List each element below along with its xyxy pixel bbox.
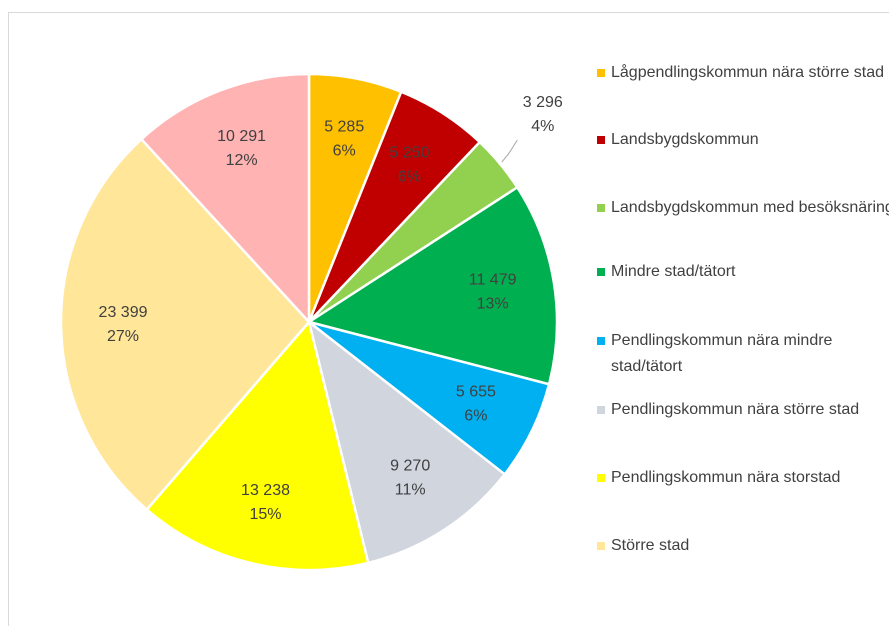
legend-label: Pendlingskommun nära storstad	[611, 469, 841, 486]
legend-swatch	[597, 204, 605, 212]
legend-swatch	[597, 268, 605, 276]
legend-entry: Landsbygdskommun med besöksnäring	[597, 195, 889, 221]
data-label: 5 655	[456, 383, 496, 400]
percent-label: 6%	[464, 407, 487, 424]
legend-entry: Större stad	[597, 533, 889, 559]
legend-swatch	[597, 337, 605, 345]
legend-label: Mindre stad/tätort	[611, 263, 736, 280]
percent-label: 13%	[477, 296, 509, 313]
legend-label: Landsbygdskommun	[611, 131, 759, 148]
legend-label: Lågpendlingskommun nära större stad	[611, 64, 885, 81]
legend-swatch	[597, 474, 605, 482]
data-label: 10 291	[217, 128, 266, 145]
pie-slice	[305, 185, 559, 386]
legend-label: Pendlingskommun nära mindre stad/tätort	[611, 332, 833, 375]
data-label: 5 250	[389, 145, 429, 162]
data-label: 23 399	[99, 304, 148, 321]
data-label: 11 479	[469, 272, 517, 289]
legend-entry: Lågpendlingskommun nära större stad	[597, 60, 889, 86]
data-label: 5 285	[324, 119, 364, 136]
percent-label: 6%	[398, 169, 421, 186]
percent-label: 12%	[226, 152, 258, 169]
legend-label: Större stad	[611, 537, 690, 554]
data-label: 13 238	[241, 482, 290, 499]
data-label: 9 270	[390, 457, 430, 474]
legend-label: Landsbygdskommun med besöksnäring	[611, 199, 889, 216]
frame	[8, 12, 889, 626]
legend-entry: Mindre stad/tätort	[597, 259, 889, 285]
legend-swatch	[597, 406, 605, 414]
percent-label: 4%	[531, 118, 554, 135]
percent-label: 15%	[250, 506, 282, 523]
pie-slice	[145, 319, 370, 572]
legend-entry: Landsbygdskommun	[597, 127, 889, 153]
percent-label: 11%	[395, 481, 426, 498]
pie-slice	[306, 318, 507, 565]
pie-slice	[139, 72, 311, 326]
legend-entry: Pendlingskommun nära storstad	[597, 465, 889, 491]
legend-swatch	[597, 136, 605, 144]
legend-entry: Pendlingskommun nära större stad	[597, 397, 889, 423]
leader-line	[501, 139, 518, 163]
legend-label: Pendlingskommun nära större stad	[611, 401, 860, 418]
percent-label: 6%	[333, 143, 356, 160]
data-label: 3 296	[523, 94, 563, 111]
legend-entry: Pendlingskommun nära mindre stad/tätort	[597, 328, 889, 380]
pie-slice	[59, 137, 311, 512]
legend-swatch	[597, 542, 605, 550]
legend-swatch	[597, 69, 605, 77]
percent-label: 27%	[107, 328, 139, 345]
